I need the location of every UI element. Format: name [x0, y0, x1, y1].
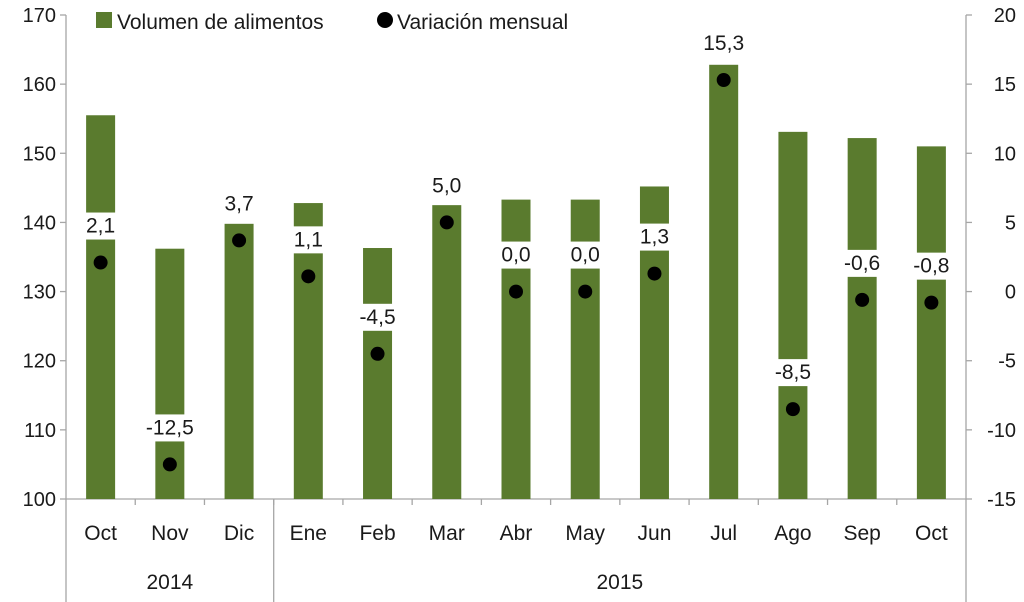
- point: [439, 215, 454, 230]
- data-labels: 2,1 -12,5 3,7 1,1 -4,5 5,0 0,0 0,0 1,3 15,3 -8,5 -0…: [79, 29, 959, 442]
- data-label: -4,5: [359, 306, 395, 329]
- category-label: Jun: [638, 522, 672, 545]
- bars: [86, 64, 946, 499]
- legend-label-volumen: Volumen de alimentos: [117, 11, 324, 34]
- right-tick-label: 0: [1005, 282, 1016, 304]
- point: [716, 72, 731, 87]
- data-label-bg: [494, 241, 538, 269]
- point: [647, 266, 662, 281]
- bar: [709, 64, 739, 499]
- point: [93, 255, 108, 270]
- data-label-bg: [350, 303, 405, 331]
- right-tick-label: -10: [987, 420, 1016, 442]
- category-label: Abr: [500, 522, 533, 545]
- category-label: Oct: [84, 522, 117, 545]
- point: [785, 402, 800, 417]
- data-label: 0,0: [501, 244, 530, 267]
- legend-label-variacion: Variación mensual: [397, 11, 568, 34]
- data-label-bg: [765, 359, 820, 387]
- data-label-bg: [835, 249, 890, 277]
- point: [509, 284, 523, 299]
- point: [855, 292, 870, 307]
- category-label: Ago: [774, 522, 811, 545]
- category-label: Jul: [710, 522, 737, 545]
- data-label-bg: [696, 29, 751, 57]
- legend-swatch-volumen: [96, 12, 112, 28]
- category-label: May: [565, 522, 605, 545]
- data-label-bg: [137, 414, 203, 442]
- category-label: Sep: [843, 522, 880, 545]
- category-label: Feb: [359, 522, 395, 545]
- data-label: 1,1: [294, 228, 323, 251]
- data-label: 2,1: [86, 215, 115, 238]
- bar: [432, 205, 462, 499]
- data-label-bg: [287, 226, 330, 254]
- data-label: 3,7: [224, 192, 253, 215]
- axes: 100 110 120 130 140 150 160 170 -15 -10 -5 0 5 10 15 20…: [23, 5, 1016, 602]
- left-tick-label: 110: [24, 420, 56, 442]
- point: [301, 269, 316, 284]
- data-label-bg: [425, 172, 469, 200]
- data-label-bg: [79, 212, 122, 240]
- bar: [916, 146, 946, 499]
- point: [162, 457, 177, 472]
- right-tick-label: 20: [994, 5, 1016, 27]
- data-label: 5,0: [432, 174, 461, 197]
- left-tick-label: 140: [23, 212, 56, 234]
- right-tick-label: 5: [1005, 212, 1016, 234]
- left-tick-label: 130: [23, 282, 56, 304]
- data-label-bg: [633, 223, 676, 251]
- data-label: 1,3: [640, 226, 669, 249]
- right-tick-label: 15: [994, 74, 1016, 96]
- data-label: 15,3: [703, 32, 744, 55]
- data-label: -12,5: [146, 416, 194, 439]
- point: [370, 346, 385, 361]
- left-tick-label: 150: [23, 143, 56, 165]
- right-tick-label: -5: [998, 351, 1016, 373]
- legend-swatch-variacion: [377, 12, 393, 28]
- legend: Volumen de alimentos Variación mensual: [96, 11, 568, 34]
- data-label-bg: [563, 241, 607, 269]
- year-label: 2014: [146, 571, 193, 594]
- bar: [778, 131, 808, 499]
- left-tick-label: 120: [23, 351, 56, 373]
- data-label: -0,6: [844, 252, 880, 275]
- right-tick-label: 10: [994, 143, 1016, 165]
- bar: [155, 248, 185, 499]
- left-tick-label: 100: [23, 489, 56, 511]
- data-label: 0,0: [571, 244, 600, 267]
- data-label: -8,5: [775, 361, 811, 384]
- right-tick-label: -15: [987, 489, 1016, 511]
- category-label: Oct: [915, 522, 948, 545]
- category-label: Nov: [151, 522, 189, 545]
- data-label: -0,8: [913, 255, 949, 278]
- point: [232, 233, 247, 248]
- bar: [847, 138, 877, 499]
- year-label: 2015: [596, 571, 643, 594]
- bar: [224, 223, 254, 499]
- bar: [86, 115, 116, 499]
- bar: [363, 248, 393, 499]
- category-label: Mar: [429, 522, 465, 545]
- left-tick-label: 170: [23, 5, 56, 27]
- point: [924, 295, 939, 310]
- dots: [93, 72, 939, 472]
- category-label: Dic: [224, 522, 254, 545]
- data-label-bg: [904, 252, 959, 280]
- point: [578, 284, 593, 299]
- category-label: Ene: [290, 522, 327, 545]
- data-label-bg: [217, 190, 261, 218]
- left-tick-label: 160: [23, 74, 56, 96]
